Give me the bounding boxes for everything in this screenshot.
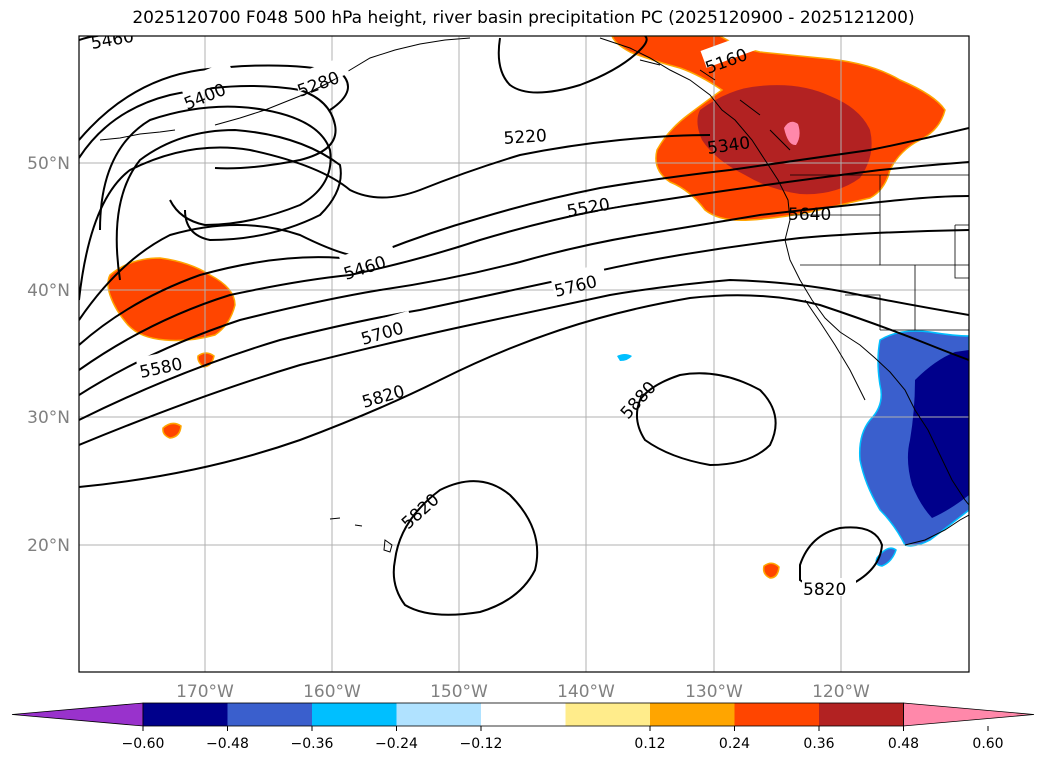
plot-area: 5460 5400 5280 5160 5220 5340 5520 5640 … [79,36,969,672]
gridlines [79,36,969,672]
positive-anomaly-core [697,85,872,195]
colorbar-tick-label: 0.12 [634,736,665,752]
colorbar-tick-label: −0.48 [206,736,249,752]
lon-label: 150°W [430,682,488,702]
lat-label: 20°N [27,536,70,556]
colorbar-tick-label: 0.36 [803,736,834,752]
lon-label: 160°W [303,682,361,702]
colorbar-segment [143,703,228,726]
positive-anomaly-blob-2 [162,422,182,439]
positive-anomaly-central-pacific [107,257,236,342]
colorbar-segment [819,703,904,726]
plot-border [78,35,970,673]
colorbar-segment [734,703,820,726]
colorbar-extension-high [903,702,1035,727]
colorbar-tick-label: −0.24 [375,736,418,752]
lon-label: 130°W [685,682,743,702]
height-contours [79,36,969,616]
contour-label: 5640 [788,205,831,225]
longitude-labels: 170°W 160°W 150°W 140°W 130°W 120°W [176,682,870,702]
contour-label: 5220 [503,126,548,149]
negative-anomaly-blob-2 [617,354,632,361]
colorbar-tick-label: −0.12 [460,736,503,752]
negative-anomaly-core [907,350,969,518]
colorbar-tick-label: 0.48 [888,736,919,752]
lat-label: 30°N [27,408,70,428]
lon-label: 140°W [557,682,615,702]
positive-anomaly-peak [784,121,800,146]
colorbar-segment [565,703,651,726]
colorbar: −0.60 −0.48 −0.36 −0.24 −0.12 0.12 0.24 0.36 0.4… [11,702,1035,752]
lon-label: 170°W [176,682,234,702]
colorbar-segment [481,703,566,726]
map-title: 2025120700 F048 500 hPa height, river ba… [132,8,915,28]
colorbar-tick-label: 0.60 [972,736,1003,752]
colorbar-tick-label: −0.60 [122,736,165,752]
lat-label: 40°N [27,281,70,301]
latitude-labels: 50°N 40°N 30°N 20°N [27,154,70,556]
colorbar-segment [227,703,313,726]
positive-anomaly-blob-3 [762,562,780,579]
colorbar-segment [396,703,482,726]
colorbar-tick-label: 0.24 [719,736,750,752]
lat-label: 50°N [27,154,70,174]
contour-label: 5820 [803,580,846,600]
colorbar-extension-low [11,702,144,727]
colorbar-segment [650,703,735,726]
colorbar-segment [312,703,397,726]
lon-label: 120°W [812,682,870,702]
colorbar-outline [142,702,904,727]
colorbar-tick-label: −0.36 [291,736,334,752]
